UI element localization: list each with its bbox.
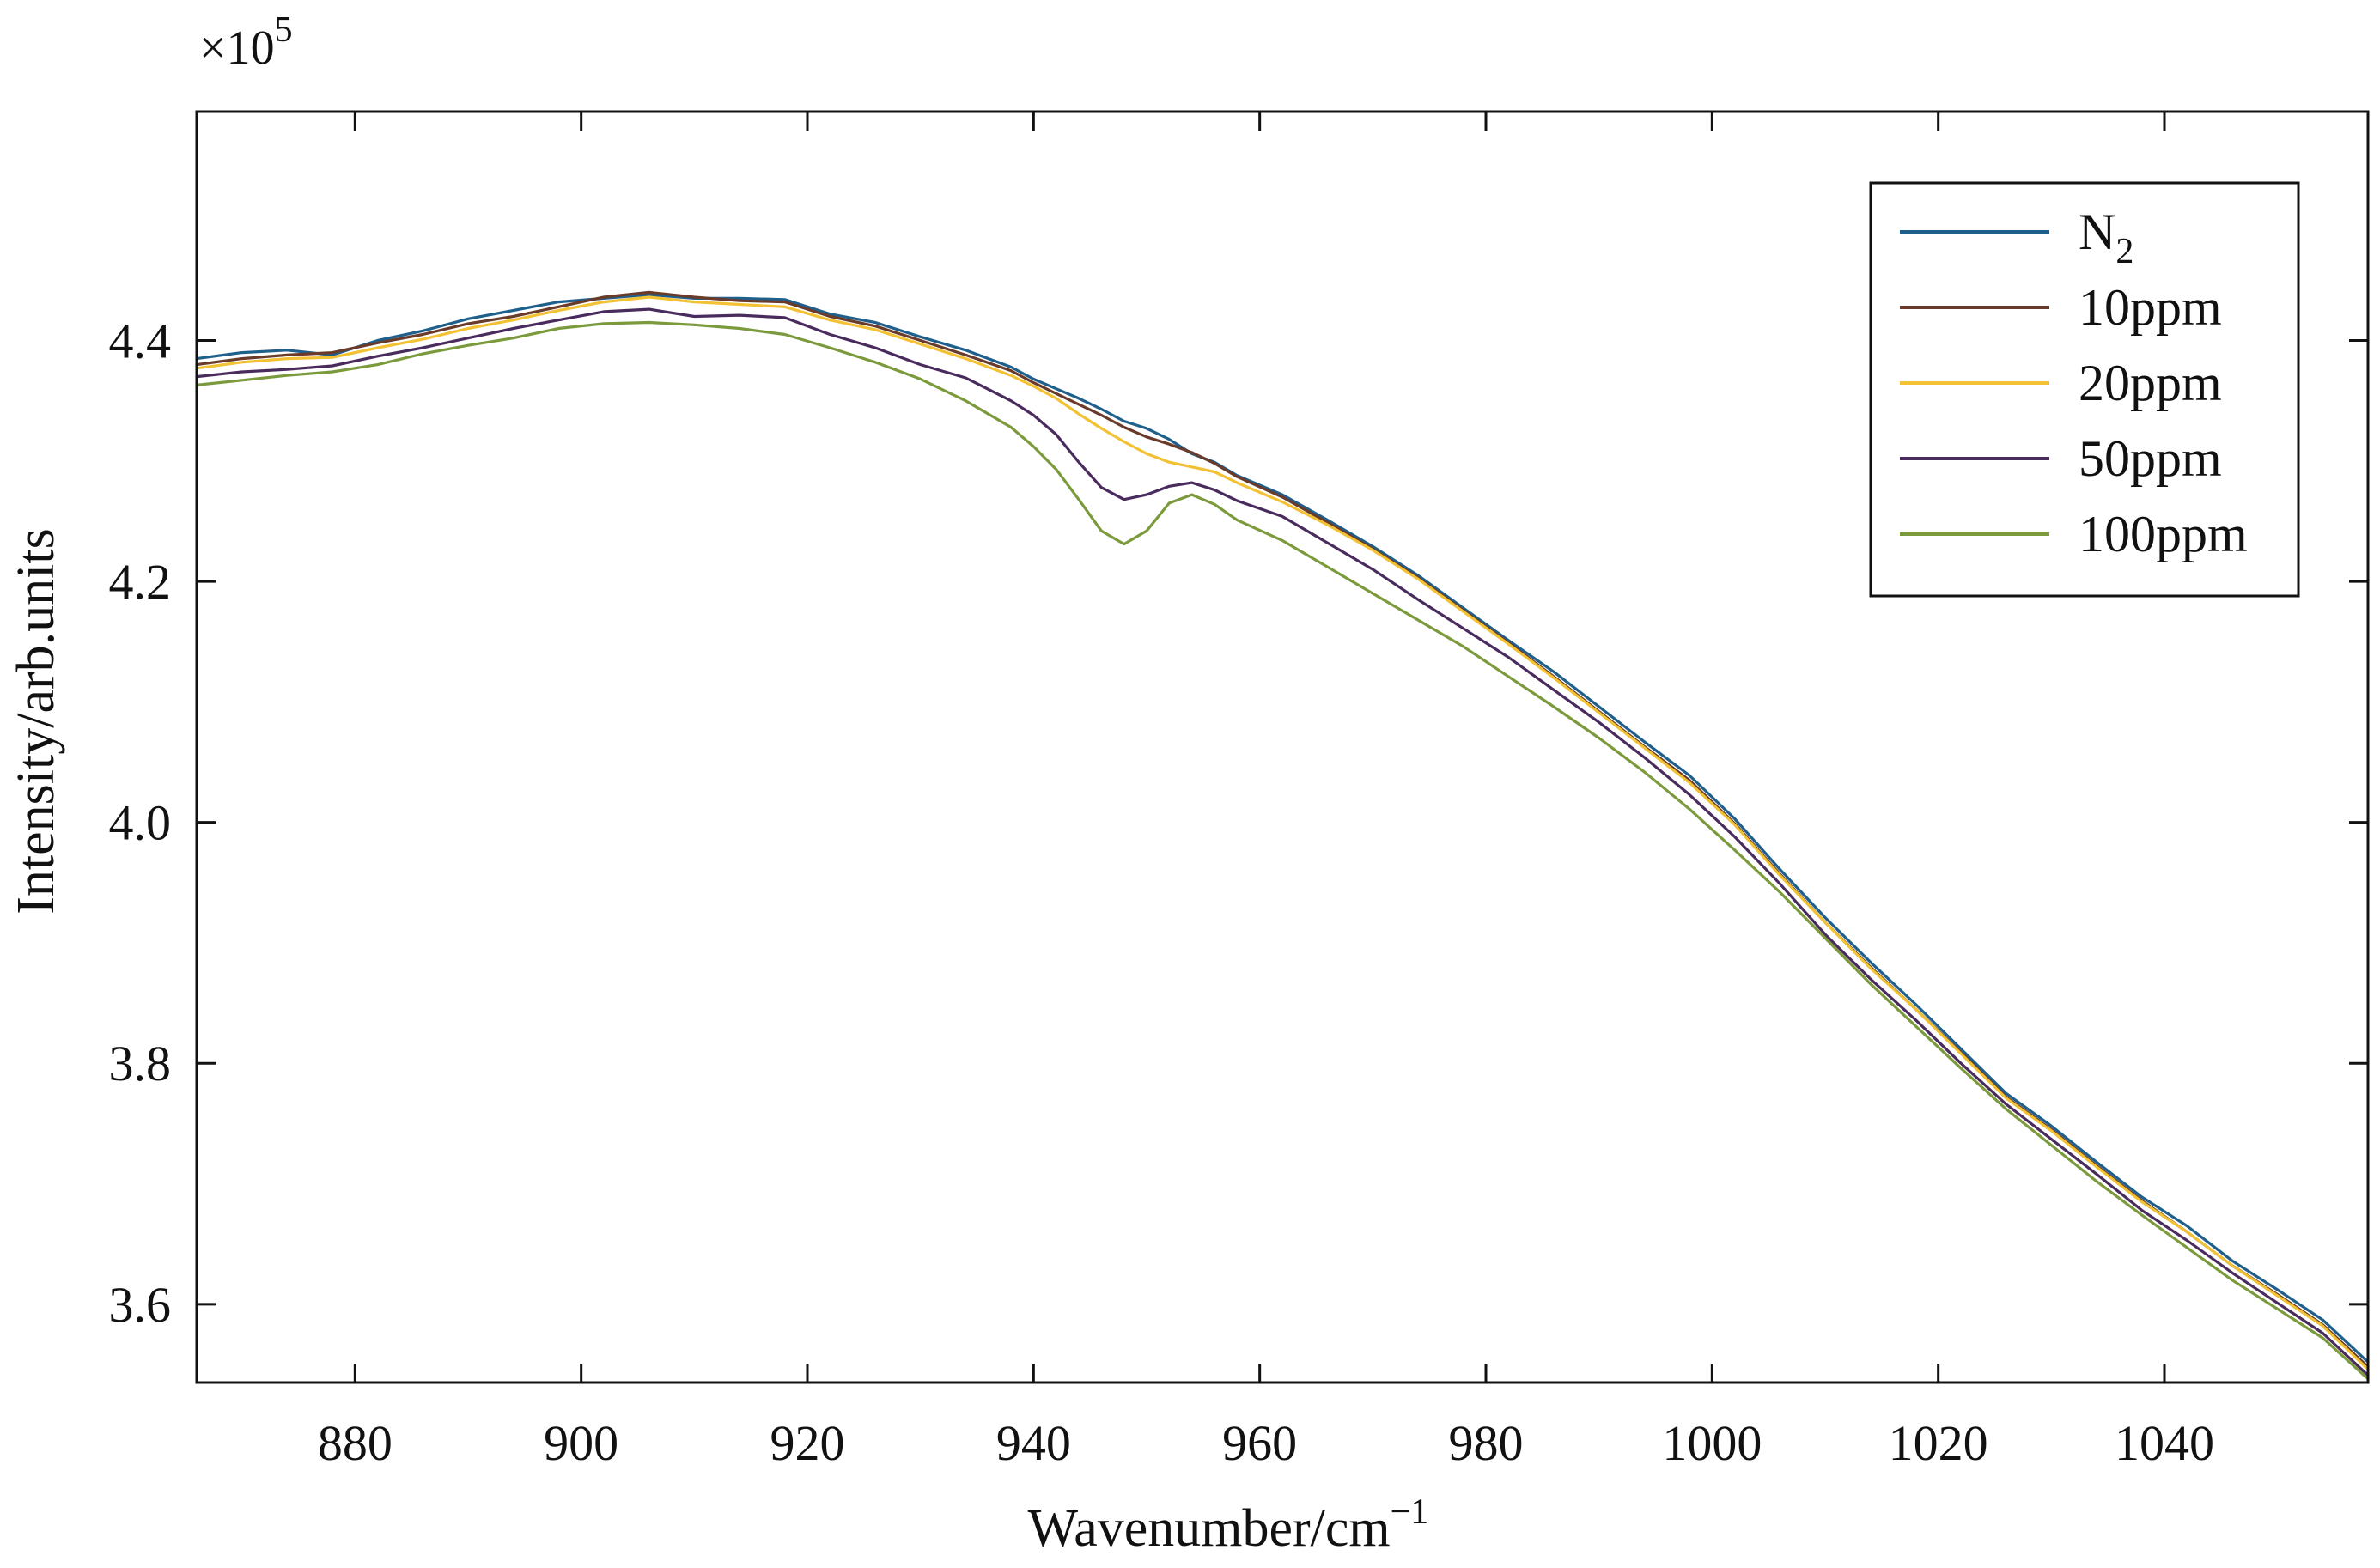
series-line-50ppm: [195, 307, 2370, 1377]
axes-layer: [195, 110, 2370, 1384]
plot-frame: [195, 110, 2370, 1384]
y-tick-label: 4.0: [109, 795, 172, 851]
x-tick-label: 980: [1449, 1415, 1524, 1471]
y-tick-label: 4.2: [109, 554, 172, 610]
series-line-100ppm: [195, 320, 2370, 1381]
x-axis-title: Wavenumber/cm−1: [1028, 1492, 1429, 1558]
legend-label-5: 100ppm: [2079, 506, 2248, 562]
legend-box: [1869, 181, 2300, 598]
x-tick-label: 920: [770, 1415, 845, 1471]
x-axis-title-superscript: −1: [1391, 1492, 1429, 1532]
legend-label-1: N2: [2079, 204, 2133, 271]
y-tick-label: 4.4: [109, 313, 172, 369]
y-tick-label: 3.8: [109, 1036, 172, 1091]
tick-layer: 880 900 920 940 960 980 1000 1020 1040 3.6 3.8 4.0 4…: [109, 112, 2368, 1471]
legend: N2 10ppm 20ppm 50ppm 100ppm: [1869, 181, 2300, 598]
x-tick-label: 960: [1222, 1415, 1297, 1471]
y-axis-title: Intensity/arb.units: [7, 528, 65, 914]
x-tick-label: 940: [996, 1415, 1071, 1471]
legend-label-2: 10ppm: [2079, 279, 2222, 336]
x-tick-label: 880: [318, 1415, 393, 1471]
series-line-20ppm: [195, 295, 2370, 1371]
legend-label-3: 20ppm: [2079, 355, 2222, 411]
x-tick-label: 900: [544, 1415, 618, 1471]
x-tick-label: 1020: [1889, 1415, 1988, 1471]
y-tick-label: 3.6: [109, 1277, 172, 1333]
x-tick-label: 1040: [2115, 1415, 2214, 1471]
legend-label-4: 50ppm: [2079, 430, 2222, 487]
x-axis-title-text: Wavenumber/cm: [1028, 1499, 1391, 1558]
series-layer: [195, 290, 2370, 1381]
y-multiplier-base: ×10: [199, 21, 275, 75]
x-tick-label: 1000: [1662, 1415, 1762, 1471]
y-multiplier: ×105: [199, 10, 293, 75]
y-multiplier-exponent: 5: [275, 10, 293, 50]
